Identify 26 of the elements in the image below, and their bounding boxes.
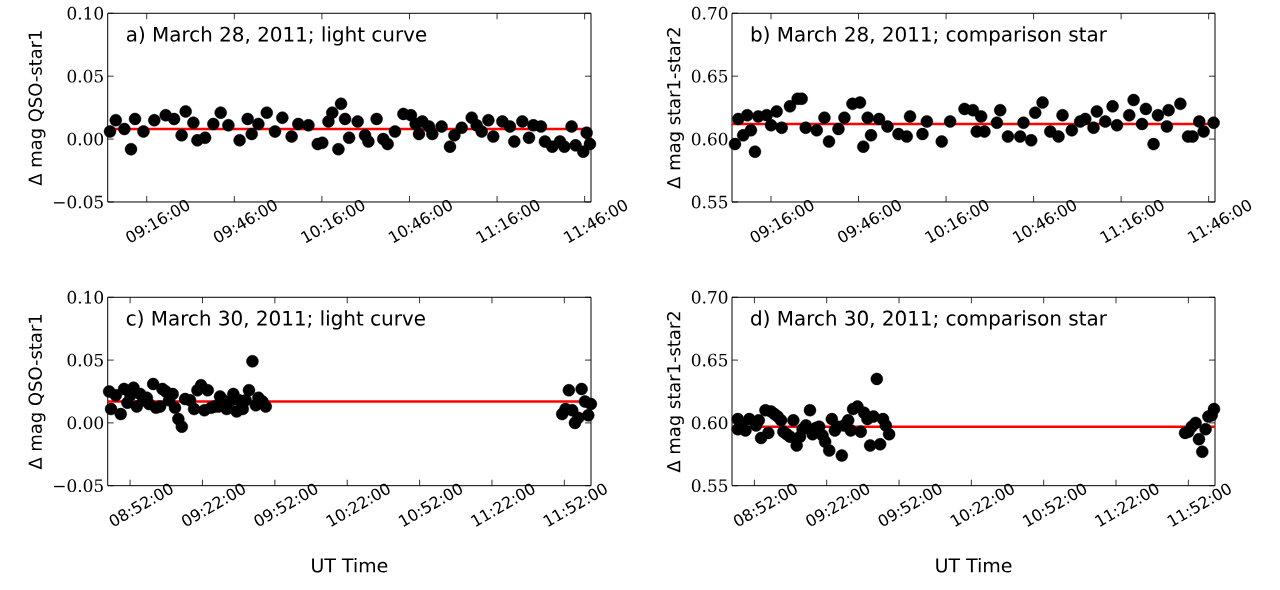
y-tick-label: 0.70 xyxy=(691,6,728,20)
y-tick-label: −0.05 xyxy=(54,479,103,493)
y-tick-label: 0.55 xyxy=(691,479,728,493)
y-tick-label: 0.60 xyxy=(691,132,728,146)
y-tick-label: 0.10 xyxy=(67,6,104,20)
y-tick-label: −0.05 xyxy=(54,195,103,209)
y-tick-label: 0.70 xyxy=(691,290,728,304)
text: d) March 30, 2011; comparison star xyxy=(751,310,1107,330)
text: c) March 30, 2011; light curve xyxy=(126,310,425,330)
y-tick-label: 0.55 xyxy=(691,195,728,209)
text: b) March 28, 2011; comparison star xyxy=(751,26,1107,46)
y-tick-label: 0.65 xyxy=(691,69,728,83)
y-tick-label: 0.00 xyxy=(67,132,104,146)
y-tick-label: 0.65 xyxy=(691,353,728,367)
y-tick-label: 0.05 xyxy=(67,353,103,367)
x-axis-title: UT Time xyxy=(936,557,1012,573)
y-tick-label: 0.00 xyxy=(67,416,104,430)
y-axis-title: Δ mag star1-star2 xyxy=(666,312,684,473)
y-axis-title: Δ mag star1-star2 xyxy=(666,28,684,189)
text: a) March 28, 2011; light curve xyxy=(126,26,427,46)
y-axis-title: Δ mag QSO-star1 xyxy=(28,315,46,470)
y-tick-label: 0.05 xyxy=(67,69,103,83)
y-axis-title: Δ mag QSO-star1 xyxy=(28,31,46,186)
x-axis-title: UT Time xyxy=(312,557,388,573)
y-tick-label: 0.60 xyxy=(691,416,728,430)
y-tick-label: 0.10 xyxy=(67,290,104,304)
